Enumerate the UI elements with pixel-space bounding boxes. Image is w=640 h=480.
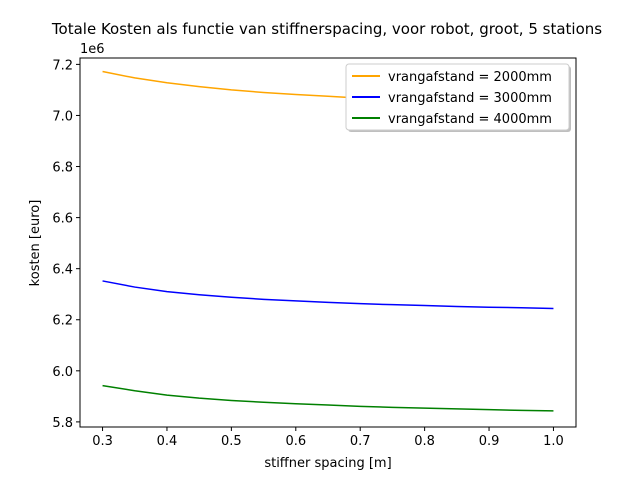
x-tick-label: 0.4 xyxy=(157,434,178,449)
y-tick-label: 6.2 xyxy=(52,314,73,329)
x-tick-label: 0.9 xyxy=(479,434,500,449)
legend: vrangafstand = 2000mm vrangafstand = 3000… xyxy=(345,63,571,132)
series-line-3 xyxy=(102,384,554,412)
y-tick-label: 6.0 xyxy=(52,365,73,380)
legend-label-1: vrangafstand = 2000mm xyxy=(388,70,552,85)
legend-label-2: vrangafstand = 3000mm xyxy=(388,91,552,106)
y-tick-label: 7.2 xyxy=(52,58,73,73)
x-axis: 0.3 0.4 0.5 0.6 0.7 0.8 0.9 1.0 xyxy=(92,427,564,449)
axes-frame xyxy=(79,57,577,428)
series-line-2 xyxy=(102,280,554,310)
y-tick-label: 6.4 xyxy=(52,263,73,278)
x-tick-label: 1.0 xyxy=(543,434,564,449)
x-axis-label: stiffner spacing [m] xyxy=(264,456,391,471)
legend-label-3: vrangafstand = 4000mm xyxy=(388,112,552,127)
y-offset-label: 1e6 xyxy=(80,42,105,57)
legend-box xyxy=(345,63,570,131)
x-tick-label: 0.5 xyxy=(221,434,242,449)
x-tick-label: 0.7 xyxy=(350,434,371,449)
y-tick-label: 6.8 xyxy=(52,161,73,176)
y-axis: 5.8 6.0 6.2 6.4 6.6 6.8 7.0 7.2 xyxy=(52,58,80,431)
y-tick-label: 7.0 xyxy=(52,109,73,124)
x-tick-label: 0.6 xyxy=(285,434,306,449)
y-tick-label: 6.6 xyxy=(52,212,73,227)
chart-title: Totale Kosten als functie van stiffnersp… xyxy=(51,20,602,38)
y-tick-label: 5.8 xyxy=(52,416,73,431)
x-tick-label: 0.8 xyxy=(414,434,435,449)
y-axis-label: kosten [euro] xyxy=(28,200,43,287)
x-tick-label: 0.3 xyxy=(92,434,113,449)
